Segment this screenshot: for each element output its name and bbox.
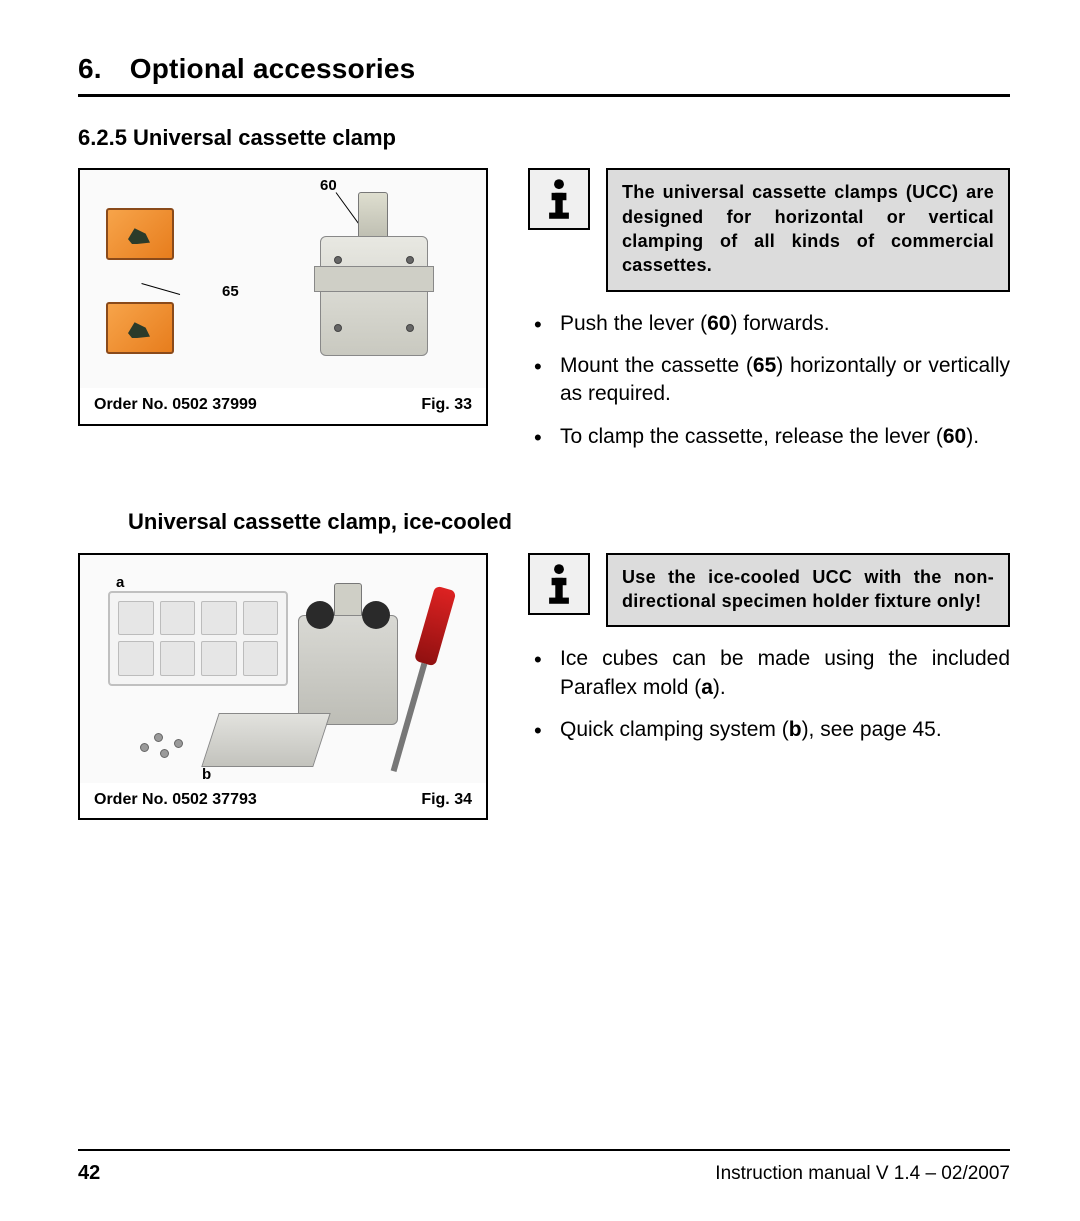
section2-row: a b Order No. 0502 37793: [78, 553, 1010, 821]
info-note-text: The universal cassette clamps (UCC) are …: [606, 168, 1010, 291]
quick-clamp-plate-icon: [201, 713, 331, 767]
section1-text: The universal cassette clamps (UCC) are …: [528, 168, 1010, 465]
figure-34-box: a b Order No. 0502 37793: [78, 553, 488, 821]
cassette-sample-icon: [106, 302, 174, 354]
instruction-item: To clamp the cassette, release the lever…: [532, 423, 1010, 451]
section2-text: Use the ice-cooled UCC with the non-dire…: [528, 553, 1010, 759]
screws-icon: [140, 733, 200, 773]
instruction-item: Quick clamping system (b), see page 45.: [532, 716, 1010, 744]
info-icon: [528, 553, 590, 615]
info-note: Use the ice-cooled UCC with the non-dire…: [528, 553, 1010, 628]
figure-label: Fig. 34: [421, 789, 472, 811]
leader-line: [141, 283, 180, 295]
section-heading-ucc: 6.2.5 Universal cassette clamp: [78, 123, 1010, 153]
figure-34-illustration: a b: [80, 555, 486, 783]
instruction-list: Push the lever (60) forwards. Mount the …: [528, 310, 1010, 451]
footer-rule: [78, 1149, 1010, 1151]
info-note-text: Use the ice-cooled UCC with the non-dire…: [606, 553, 1010, 628]
figure-33-box: 60 65 Order No. 0502 37999 Fig. 33: [78, 168, 488, 426]
section1-row: 60 65 Order No. 0502 37999 Fig. 33: [78, 168, 1010, 465]
callout-a: a: [116, 573, 124, 593]
chapter-heading: 6. Optional accessories: [78, 50, 1010, 97]
instruction-item: Push the lever (60) forwards.: [532, 310, 1010, 338]
chapter-number: 6.: [78, 50, 102, 88]
page-number: 42: [78, 1160, 100, 1187]
clamp-icon: [310, 196, 440, 366]
page-footer: 42 Instruction manual V 1.4 – 02/2007: [78, 1160, 1010, 1187]
callout-60: 60: [320, 176, 337, 196]
instruction-item: Ice cubes can be made using the included…: [532, 645, 1010, 702]
figure-33-illustration: 60 65: [80, 170, 486, 388]
chapter-title: Optional accessories: [130, 50, 416, 88]
figure-label: Fig. 33: [421, 394, 472, 416]
figure-33-caption: Order No. 0502 37999 Fig. 33: [80, 388, 486, 424]
callout-b: b: [202, 765, 211, 785]
section-heading-ice: Universal cassette clamp, ice-cooled: [128, 507, 1010, 537]
instruction-list: Ice cubes can be made using the included…: [528, 645, 1010, 744]
figure-34-caption: Order No. 0502 37793 Fig. 34: [80, 783, 486, 819]
ice-tray-icon: [108, 591, 288, 686]
callout-65: 65: [222, 282, 239, 302]
info-icon: [528, 168, 590, 230]
cassette-sample-icon: [106, 208, 174, 260]
manual-page: 6. Optional accessories 6.2.5 Universal …: [0, 0, 1080, 1221]
instruction-item: Mount the cassette (65) horizontally or …: [532, 352, 1010, 409]
order-number: Order No. 0502 37999: [94, 394, 257, 416]
order-number: Order No. 0502 37793: [94, 789, 257, 811]
info-note: The universal cassette clamps (UCC) are …: [528, 168, 1010, 291]
manual-version: Instruction manual V 1.4 – 02/2007: [715, 1161, 1010, 1187]
